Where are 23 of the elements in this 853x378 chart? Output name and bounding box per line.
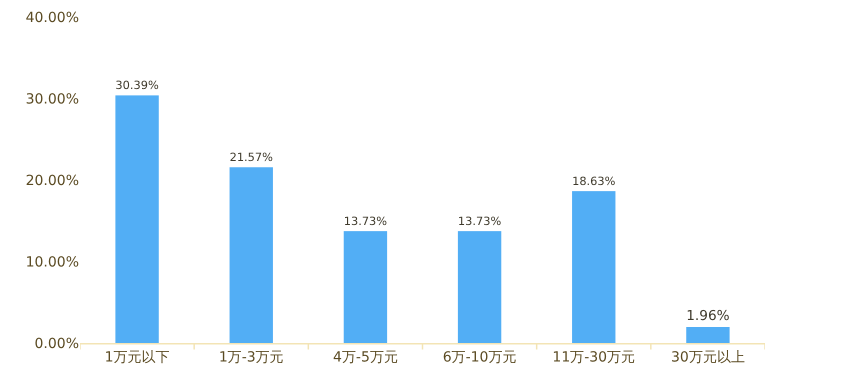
data-label: 13.73% xyxy=(344,214,388,228)
data-label: 21.57% xyxy=(230,150,274,164)
data-label: 13.73% xyxy=(458,214,502,228)
y-tick-label: 0.00% xyxy=(34,336,79,352)
data-label: 18.63% xyxy=(572,174,616,188)
y-tick-label: 20.00% xyxy=(26,172,79,189)
bar xyxy=(686,327,730,343)
x-tick-label: 4万-5万元 xyxy=(332,349,398,366)
x-tick-label: 1万元以下 xyxy=(104,349,170,366)
x-tick-label: 30万元以上 xyxy=(671,349,745,366)
bar xyxy=(230,167,273,343)
x-tick-label: 11万-30万元 xyxy=(552,349,636,366)
y-tick-label: 40.00% xyxy=(26,10,79,26)
bar xyxy=(458,231,502,343)
bar xyxy=(572,191,616,343)
bar xyxy=(115,95,159,343)
x-tick-label: 1万-3万元 xyxy=(218,349,284,366)
y-tick-label: 10.00% xyxy=(26,254,79,270)
bar xyxy=(344,231,388,343)
data-label: 1.96% xyxy=(686,308,730,324)
data-label: 30.39% xyxy=(115,78,159,92)
y-tick-label: 30.00% xyxy=(26,91,79,108)
x-tick-label: 6万-10万元 xyxy=(442,349,516,366)
